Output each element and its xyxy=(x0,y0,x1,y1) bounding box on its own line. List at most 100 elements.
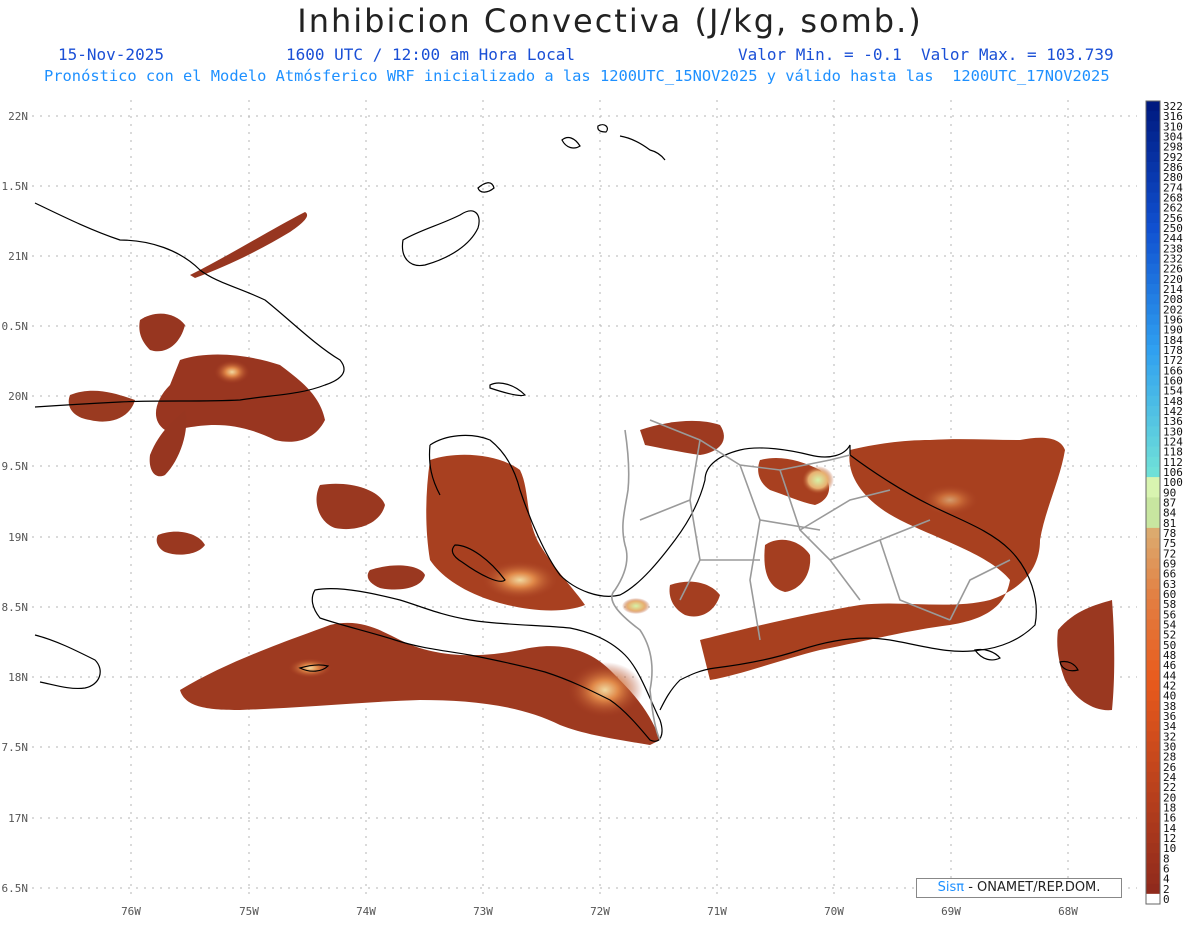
colorbar-label: 310 xyxy=(1163,120,1183,133)
colorbar-swatch xyxy=(1146,182,1160,193)
colorbar-label: 63 xyxy=(1163,578,1176,591)
colorbar-swatch xyxy=(1146,283,1160,295)
colorbar-swatch xyxy=(1146,141,1160,153)
colorbar-swatch xyxy=(1146,660,1160,671)
colorbar-swatch xyxy=(1146,416,1160,427)
colorbar-swatch xyxy=(1146,375,1160,387)
lat-label: 7.5N xyxy=(2,741,29,754)
colorbar-swatch xyxy=(1146,893,1160,905)
colorbar-label: 232 xyxy=(1163,253,1183,266)
colorbar-label: 69 xyxy=(1163,557,1176,570)
colorbar-swatch xyxy=(1146,121,1160,132)
colorbar-swatch xyxy=(1146,263,1160,275)
colorbar-swatch xyxy=(1146,446,1160,458)
colorbar-label: 81 xyxy=(1163,517,1176,530)
lat-label: 9.5N xyxy=(2,460,29,473)
colorbar-swatch xyxy=(1146,304,1160,315)
colorbar-label: 238 xyxy=(1163,242,1183,255)
colorbar-swatch xyxy=(1146,192,1160,204)
credit-text: - ONAMET/REP.DOM. xyxy=(964,880,1101,895)
colorbar-swatch xyxy=(1146,426,1160,437)
coast-island-west xyxy=(298,664,330,672)
colorbar-label: 184 xyxy=(1163,334,1183,347)
colorbar-label: 172 xyxy=(1163,354,1183,367)
lon-label: 76W xyxy=(121,905,141,918)
colorbar-swatch xyxy=(1146,324,1160,336)
credit-box: Sisπ - ONAMET/REP.DOM. xyxy=(916,878,1122,898)
cin-hotspot-lake xyxy=(622,598,650,614)
colorbar-swatch xyxy=(1146,751,1160,763)
colorbar-swatch xyxy=(1146,792,1160,803)
border-provinces xyxy=(639,419,1011,641)
colorbar-label: 20 xyxy=(1163,791,1176,804)
cin-region-jamaica-off xyxy=(367,565,425,590)
lat-label: 19N xyxy=(8,531,28,544)
colorbar-swatch xyxy=(1146,578,1160,590)
cin-region-north-dr xyxy=(640,420,724,455)
colorbar-label: 214 xyxy=(1163,283,1183,296)
colorbar-label: 40 xyxy=(1163,690,1176,703)
colorbar-label: 6 xyxy=(1163,862,1170,875)
cin-hotspot-cuba xyxy=(214,360,250,384)
colorbar-label: 34 xyxy=(1163,720,1177,733)
colorbar-swatch xyxy=(1146,761,1160,773)
lat-label: 6.5N xyxy=(2,882,29,895)
colorbar-label: 8 xyxy=(1163,852,1170,865)
forecast-time: 1600 UTC / 12:00 am Hora Local xyxy=(286,45,575,64)
cin-region-blob-small xyxy=(156,531,205,555)
colorbar-label: 50 xyxy=(1163,639,1176,652)
lon-label: 72W xyxy=(590,905,610,918)
coast-bahamas-1 xyxy=(477,182,495,193)
colorbar-swatch xyxy=(1146,497,1160,508)
colorbar-swatch xyxy=(1146,527,1160,539)
colorbar-swatch xyxy=(1146,344,1160,356)
cin-region-cuba-west xyxy=(68,390,135,422)
colorbar-swatch xyxy=(1146,629,1160,641)
colorbar-label: 280 xyxy=(1163,171,1183,184)
cin-hotspot-northeast xyxy=(802,466,834,494)
colorbar-swatch xyxy=(1146,771,1160,783)
colorbar-label: 0 xyxy=(1163,893,1170,906)
colorbar-label: 48 xyxy=(1163,649,1176,662)
colorbar-label: 90 xyxy=(1163,486,1176,499)
colorbar-label: 12 xyxy=(1163,832,1176,845)
colorbar-swatch xyxy=(1146,700,1160,712)
colorbar-label: 42 xyxy=(1163,679,1176,692)
colorbar-swatch xyxy=(1146,832,1160,844)
colorbar-swatch xyxy=(1146,782,1160,793)
colorbar-label: 202 xyxy=(1163,303,1183,316)
coast-jamaica xyxy=(34,634,101,690)
coastlines xyxy=(34,124,1079,742)
colorbar-label: 142 xyxy=(1163,405,1183,418)
colorbar-label: 178 xyxy=(1163,344,1183,357)
colorbar-label: 44 xyxy=(1163,669,1177,682)
colorbar-swatch xyxy=(1146,731,1160,742)
colorbar-label: 106 xyxy=(1163,466,1183,479)
lon-label: 68W xyxy=(1058,905,1078,918)
colorbar-swatch xyxy=(1146,690,1160,702)
colorbar-label: 46 xyxy=(1163,659,1176,672)
coast-cuba xyxy=(34,202,345,408)
colorbar-label: 226 xyxy=(1163,263,1183,276)
lat-labels: 22N 1.5N 21N 0.5N 20N 9.5N 19N 8.5N 18N … xyxy=(2,110,29,895)
coast-bahamas-3 xyxy=(597,124,609,133)
colorbar-swatch xyxy=(1146,721,1160,732)
colorbar-label: 100 xyxy=(1163,476,1183,489)
value-range: Valor Min. = -0.1 Valor Max. = 103.739 xyxy=(738,45,1114,64)
colorbar-swatch xyxy=(1146,802,1160,813)
lon-label: 74W xyxy=(356,905,376,918)
colorbar-label: 112 xyxy=(1163,456,1183,469)
colorbar-label: 28 xyxy=(1163,751,1176,764)
colorbar-label: 190 xyxy=(1163,324,1183,337)
lat-label: 18N xyxy=(8,671,28,684)
cin-field xyxy=(68,212,1115,745)
colorbar-label: 52 xyxy=(1163,629,1176,642)
map-title: Inhibicion Convectiva (J/kg, somb.) xyxy=(297,2,923,40)
colorbar-swatch xyxy=(1146,487,1160,498)
colorbar-label: 18 xyxy=(1163,801,1176,814)
colorbar-swatch xyxy=(1146,588,1160,600)
colorbar-swatch xyxy=(1146,365,1160,376)
colorbar-swatch xyxy=(1146,649,1160,661)
colorbar-label: 56 xyxy=(1163,608,1176,621)
cin-region-central xyxy=(764,539,811,592)
